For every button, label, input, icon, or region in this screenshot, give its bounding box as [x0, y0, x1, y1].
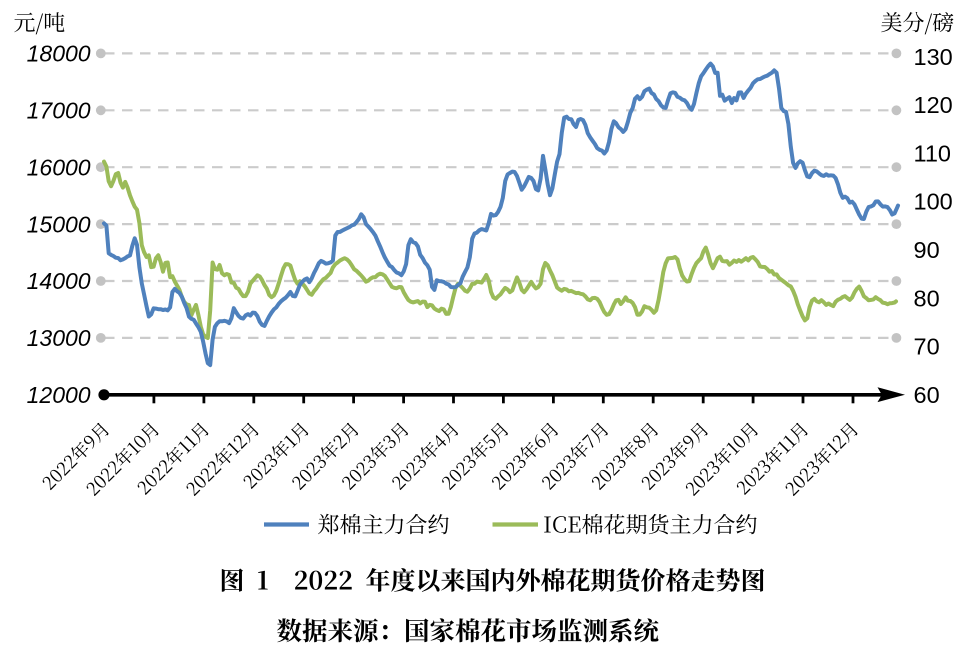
svg-text:15000: 15000	[27, 211, 91, 237]
svg-text:100: 100	[914, 189, 953, 215]
svg-text:130: 130	[914, 44, 953, 70]
svg-text:120: 120	[914, 92, 953, 118]
svg-text:110: 110	[914, 140, 951, 166]
svg-text:70: 70	[914, 334, 940, 360]
svg-text:16000: 16000	[27, 154, 91, 180]
svg-text:17000: 17000	[27, 98, 91, 124]
svg-text:14000: 14000	[27, 268, 91, 294]
svg-text:80: 80	[914, 285, 940, 311]
svg-text:18000: 18000	[27, 41, 91, 67]
svg-text:12000: 12000	[27, 382, 91, 408]
svg-text:90: 90	[914, 237, 940, 263]
svg-text:13000: 13000	[27, 325, 91, 351]
svg-text:60: 60	[914, 382, 940, 408]
